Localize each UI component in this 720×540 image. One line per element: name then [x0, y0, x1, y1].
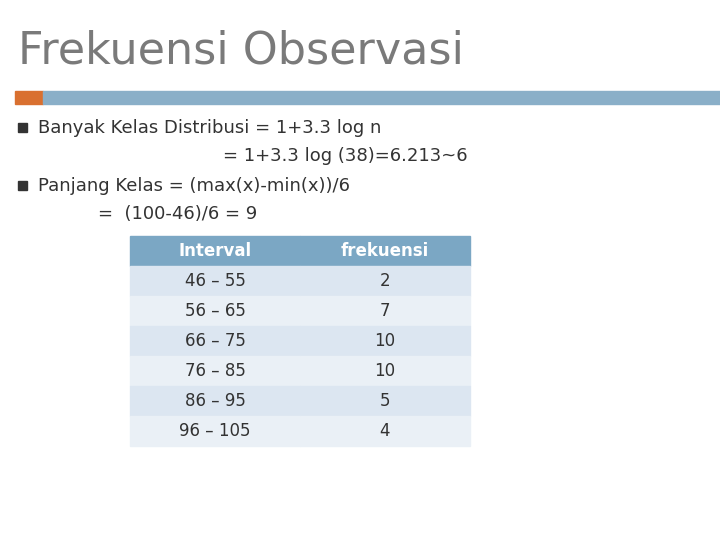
Text: Interval: Interval	[179, 242, 251, 260]
Bar	[18, 123, 27, 132]
Text: frekuensi: frekuensi	[341, 242, 429, 260]
Text: 86 – 95: 86 – 95	[184, 392, 246, 410]
Text: 10: 10	[374, 362, 395, 380]
Bar	[130, 296, 300, 326]
Bar	[130, 266, 300, 296]
Bar	[130, 326, 300, 356]
Bar	[130, 416, 300, 446]
Text: 10: 10	[374, 332, 395, 350]
Text: 66 – 75: 66 – 75	[184, 332, 246, 350]
Text: = 1+3.3 log (38)=6.213~6: = 1+3.3 log (38)=6.213~6	[223, 147, 467, 165]
Bar	[300, 326, 470, 356]
Text: Banyak Kelas Distribusi = 1+3.3 log n: Banyak Kelas Distribusi = 1+3.3 log n	[38, 119, 382, 137]
Bar	[300, 236, 470, 266]
Bar	[300, 266, 470, 296]
Bar	[18, 181, 27, 190]
Bar	[130, 386, 300, 416]
Bar	[43, 91, 720, 104]
Text: 7: 7	[379, 302, 390, 320]
Text: 96 – 105: 96 – 105	[179, 422, 251, 440]
Text: 56 – 65: 56 – 65	[184, 302, 246, 320]
Text: Frekuensi Observasi: Frekuensi Observasi	[18, 30, 464, 73]
Bar	[300, 356, 470, 386]
Bar	[130, 236, 300, 266]
Bar	[300, 386, 470, 416]
Bar	[15, 91, 43, 104]
Text: 5: 5	[379, 392, 390, 410]
Text: 76 – 85: 76 – 85	[184, 362, 246, 380]
Text: 4: 4	[379, 422, 390, 440]
Bar	[300, 416, 470, 446]
Text: Panjang Kelas = (max(x)-min(x))/6: Panjang Kelas = (max(x)-min(x))/6	[38, 177, 350, 195]
Text: 2: 2	[379, 272, 390, 290]
Bar	[130, 356, 300, 386]
Text: =  (100-46)/6 = 9: = (100-46)/6 = 9	[98, 205, 257, 223]
Text: 46 – 55: 46 – 55	[184, 272, 246, 290]
Bar	[300, 296, 470, 326]
